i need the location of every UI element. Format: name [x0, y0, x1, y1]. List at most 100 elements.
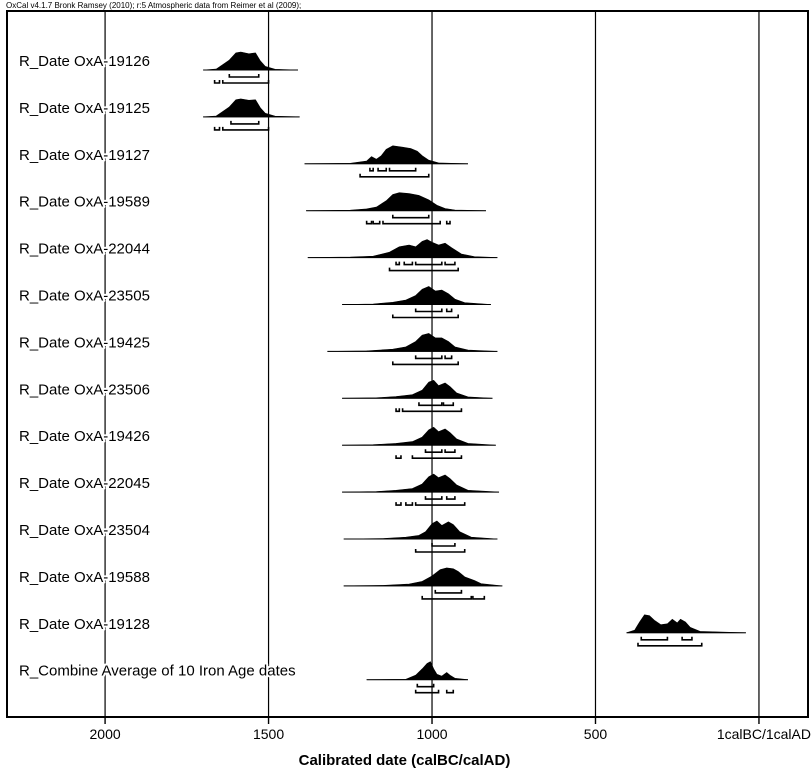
- date-row: [203, 98, 300, 131]
- range-95: [213, 126, 221, 131]
- range-95: [414, 549, 466, 553]
- date-row: [327, 333, 498, 366]
- range-68: [640, 636, 669, 641]
- date-row: [342, 286, 491, 319]
- range-95: [221, 126, 270, 131]
- series-label: R_Date OxA-19589: [19, 194, 150, 211]
- date-row: [343, 520, 498, 553]
- probability-distribution: [366, 661, 469, 680]
- range-68: [414, 308, 443, 313]
- range-68: [445, 496, 456, 500]
- range-68: [228, 74, 260, 78]
- date-row: [343, 567, 503, 600]
- range-95: [388, 267, 459, 272]
- range-95: [421, 595, 473, 600]
- probability-distribution: [342, 286, 491, 305]
- series-label: R_Date OxA-19425: [19, 334, 150, 351]
- range-68: [444, 449, 456, 453]
- probability-distribution: [343, 520, 498, 540]
- range-95: [411, 455, 463, 459]
- label-layer: R_Date OxA-19126 R_Date OxA-19125 R_Date O…: [17, 51, 298, 682]
- probability-distribution: [327, 333, 498, 352]
- range-68: [414, 261, 443, 266]
- probability-distribution: [307, 239, 498, 258]
- range-95: [405, 502, 414, 506]
- x-tick-label: 1calBC/1calAD: [717, 726, 811, 742]
- x-tick-label: 1000: [416, 726, 447, 742]
- range-68: [431, 543, 456, 547]
- series-label: R_Date OxA-19426: [19, 428, 150, 445]
- range-68: [445, 308, 453, 313]
- date-row: [304, 145, 469, 178]
- date-row: [626, 614, 746, 647]
- range-95: [391, 361, 459, 366]
- probability-distribution: [304, 145, 469, 165]
- range-95: [401, 408, 463, 413]
- series-label: R_Date OxA-23505: [19, 288, 150, 305]
- date-row: [342, 379, 493, 413]
- range-95: [395, 455, 402, 459]
- x-tick-label: 1500: [253, 726, 284, 742]
- series-label: R_Date OxA-19128: [19, 616, 150, 633]
- date-row: [342, 426, 496, 459]
- range-68: [424, 496, 443, 500]
- range-68: [388, 167, 417, 172]
- series-label: R_Date OxA-22044: [19, 241, 150, 258]
- plot-frame: [6, 10, 809, 718]
- range-95: [365, 220, 373, 225]
- range-95: [414, 689, 440, 694]
- series-label: R_Date OxA-19127: [19, 147, 150, 164]
- range-95: [213, 80, 221, 84]
- range-95: [395, 408, 401, 413]
- range-68: [442, 402, 455, 407]
- x-axis-label: Calibrated date (calBC/calAD): [299, 752, 511, 769]
- x-tick-label: 2000: [90, 726, 121, 742]
- range-68: [444, 261, 456, 266]
- x-tick-label: 500: [584, 726, 608, 742]
- series-label: R_Date OxA-23506: [19, 381, 150, 398]
- axis-layer: 2000 1500 1000 500 1calBC/1calAD Calibrated d…: [90, 717, 811, 769]
- range-95: [472, 595, 486, 600]
- range-95: [637, 642, 703, 647]
- probability-distribution: [343, 567, 503, 587]
- range-68: [391, 214, 430, 219]
- date-row: [203, 51, 299, 84]
- range-68: [369, 167, 374, 172]
- range-95: [445, 220, 451, 225]
- range-68: [444, 355, 453, 360]
- range-95: [445, 689, 455, 694]
- probability-distribution: [342, 426, 496, 446]
- distribution-layer: [203, 51, 746, 694]
- range-68: [424, 449, 443, 453]
- range-68: [403, 261, 414, 266]
- series-label: R_Combine Average of 10 Iron Age dates: [19, 663, 296, 680]
- date-row: [307, 239, 498, 272]
- range-68: [681, 636, 693, 641]
- range-95: [221, 80, 270, 84]
- probability-distribution: [342, 473, 500, 493]
- range-95: [382, 220, 441, 225]
- range-68: [416, 683, 435, 688]
- oxcal-header: OxCal v4.1.7 Bronk Ramsey (2010); r:5 At…: [6, 1, 302, 10]
- range-95: [372, 220, 381, 225]
- series-label: R_Date OxA-19588: [19, 569, 150, 586]
- probability-distribution: [342, 379, 493, 399]
- date-row: [306, 192, 487, 225]
- range-95: [359, 173, 430, 178]
- range-95: [395, 502, 402, 506]
- date-row: [342, 473, 500, 506]
- series-label: R_Date OxA-19125: [19, 100, 150, 117]
- probability-distribution: [203, 98, 300, 118]
- probability-distribution: [306, 192, 487, 211]
- range-68: [230, 120, 260, 125]
- date-row: [366, 661, 469, 694]
- range-95: [414, 502, 466, 506]
- probability-distribution: [626, 614, 746, 634]
- series-label: R_Date OxA-23504: [19, 522, 150, 539]
- series-label: R_Date OxA-19126: [19, 53, 150, 70]
- probability-distribution: [203, 51, 299, 71]
- range-68: [418, 402, 443, 407]
- series-label: R_Date OxA-22045: [19, 475, 150, 492]
- range-95: [391, 314, 459, 319]
